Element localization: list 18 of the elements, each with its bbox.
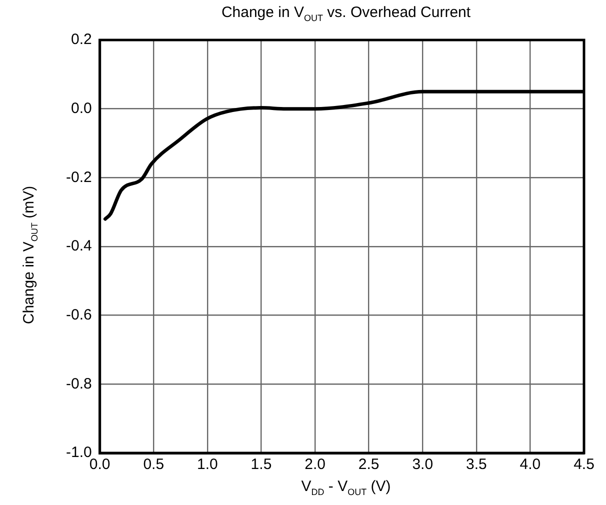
x-tick-label: 4.0 [520,456,541,474]
x-tick-label: 0.5 [143,456,164,474]
x-tick-label: 3.0 [412,456,434,474]
x-tick-label: 4.5 [574,456,594,474]
x-tick-label: 3.5 [466,456,487,474]
y-tick-label: 0.0 [70,100,92,117]
y-tick-label: -0.4 [66,238,92,255]
y-tick-label: -0.6 [66,306,92,324]
y-tick-label: 0.2 [70,31,92,48]
x-tick-label: 2.5 [358,456,380,474]
x-tick-label: 1.5 [250,456,272,474]
x-axis-title: V$_{DD}$ - V$_{OUT}$ (V) [300,478,392,497]
x-tick-label: 2.0 [304,456,326,474]
y-tick-label: -0.2 [66,168,92,186]
x-tick-label: 0.0 [89,456,110,474]
x-tick-label: 1.0 [197,456,218,474]
y-tick-label: -0.8 [66,375,92,392]
chart-title: Change in V$_{OUT}$ vs. Overhead Current [220,4,472,23]
